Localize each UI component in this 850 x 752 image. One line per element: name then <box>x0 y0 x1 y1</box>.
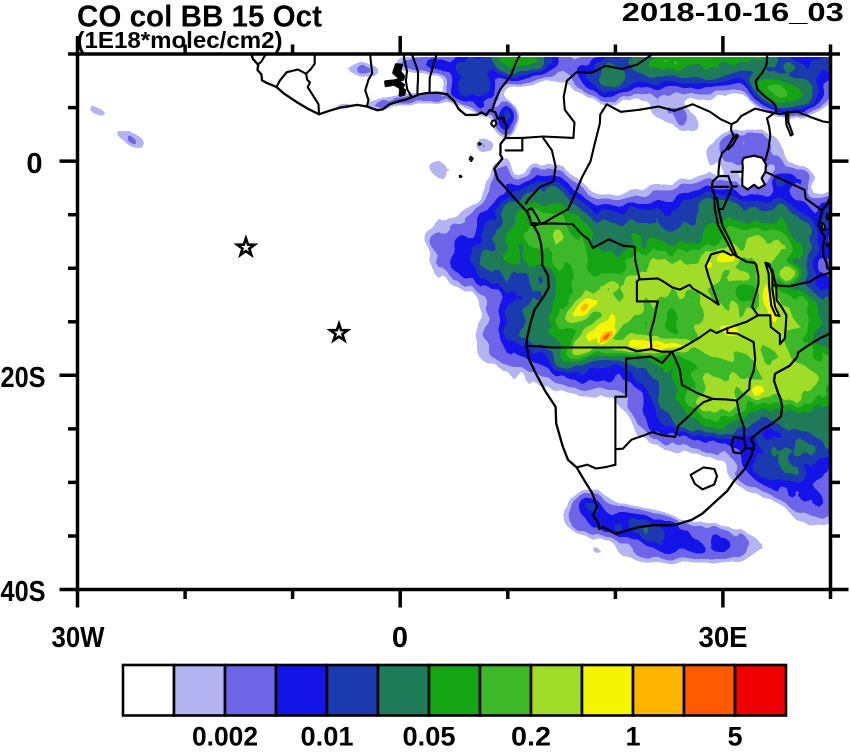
svg-text:30W: 30W <box>52 622 106 654</box>
svg-text:20S: 20S <box>1 362 46 394</box>
svg-text:CO col BB 15 Oct: CO col BB 15 Oct <box>77 0 322 34</box>
svg-text:40S: 40S <box>1 576 46 608</box>
svg-text:0: 0 <box>392 622 408 654</box>
svg-text:2018-10-16_03: 2018-10-16_03 <box>622 0 844 27</box>
svg-text:5: 5 <box>727 722 742 748</box>
svg-text:1: 1 <box>625 722 640 748</box>
svg-text:0: 0 <box>26 148 42 180</box>
svg-text:0.2: 0.2 <box>511 722 551 748</box>
svg-text:0.002: 0.002 <box>192 722 258 748</box>
svg-text:0.01: 0.01 <box>301 722 354 748</box>
svg-text:(1E18*molec/cm2): (1E18*molec/cm2) <box>77 27 283 53</box>
svg-text:0.05: 0.05 <box>403 722 456 748</box>
svg-text:30E: 30E <box>699 622 748 654</box>
